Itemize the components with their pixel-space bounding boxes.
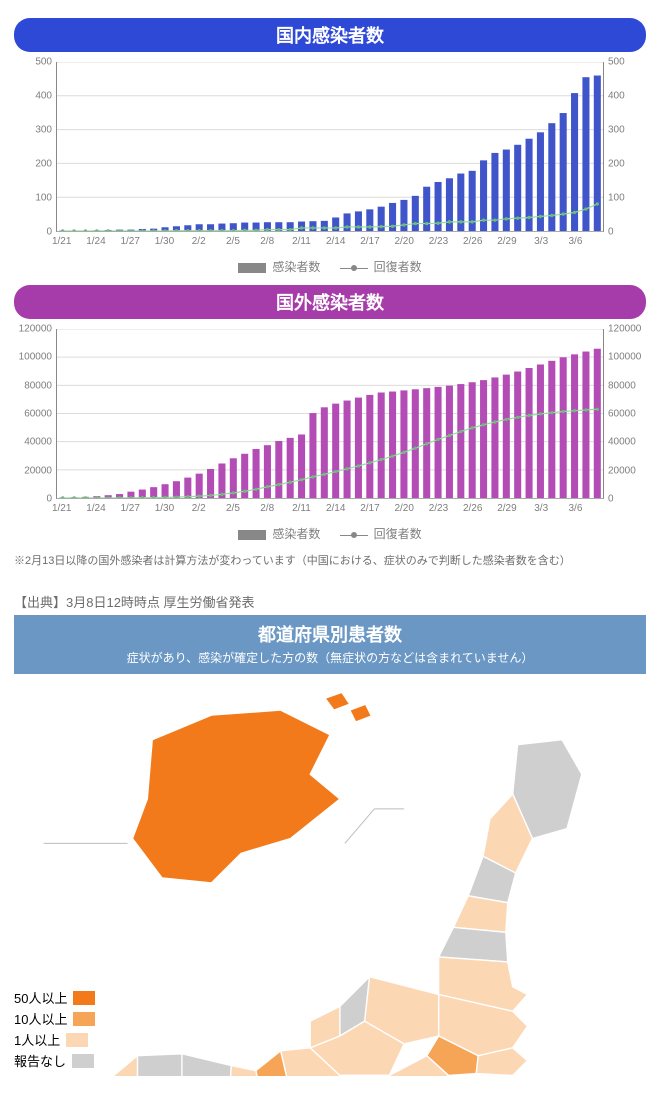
source-line: 【出典】3月8日12時時点 厚生労働省発表	[14, 592, 646, 611]
map-legend-chip	[73, 1012, 95, 1026]
legend-bar-label: 感染者数	[272, 527, 320, 541]
domestic-banner: 国内感染者数	[14, 18, 646, 52]
map-legend-label: 1人以上	[14, 1030, 60, 1049]
map-title: 都道府県別患者数	[258, 625, 402, 645]
map-legend-row: 50人以上	[14, 988, 95, 1007]
map-legend-chip	[66, 1033, 88, 1047]
map-legend-chip	[73, 991, 95, 1005]
overseas-note: ※2月13日以降の国外感染者は計算方法が変わっています（中国における、症状のみで…	[14, 552, 646, 568]
map-legend-label: 50人以上	[14, 988, 67, 1007]
overseas-legend: 感染者数 回復者数	[14, 525, 646, 542]
map-legend-label: 報告なし	[14, 1051, 66, 1070]
legend-line-label: 回復者数	[374, 527, 422, 541]
legend-swatch-line	[340, 530, 368, 540]
legend-swatch-bar	[238, 530, 266, 540]
legend-line-label: 回復者数	[374, 260, 422, 274]
map-legend-chip	[72, 1054, 94, 1068]
japan-map: 50人以上 10人以上 1人以上報告なし	[14, 678, 646, 1076]
overseas-banner: 国外感染者数	[14, 285, 646, 319]
overseas-chart: 0200004000060000800001000001200000200004…	[14, 325, 646, 521]
domestic-legend: 感染者数 回復者数	[14, 258, 646, 275]
legend-bar-label: 感染者数	[272, 260, 320, 274]
legend-swatch-line	[340, 263, 368, 273]
map-legend-row: 報告なし	[14, 1051, 95, 1070]
map-legend-row: 10人以上	[14, 1009, 95, 1028]
map-legend-label: 10人以上	[14, 1009, 67, 1028]
map-legend: 50人以上 10人以上 1人以上報告なし	[14, 986, 95, 1070]
map-subtitle: 症状があり、感染が確定した方の数（無症状の方などは含まれていません）	[14, 649, 646, 666]
domestic-chart: 010020030040050001002003004005001/211/24…	[14, 58, 646, 254]
map-banner: 都道府県別患者数 症状があり、感染が確定した方の数（無症状の方などは含まれていま…	[14, 615, 646, 674]
legend-swatch-bar	[238, 263, 266, 273]
map-legend-row: 1人以上	[14, 1030, 95, 1049]
